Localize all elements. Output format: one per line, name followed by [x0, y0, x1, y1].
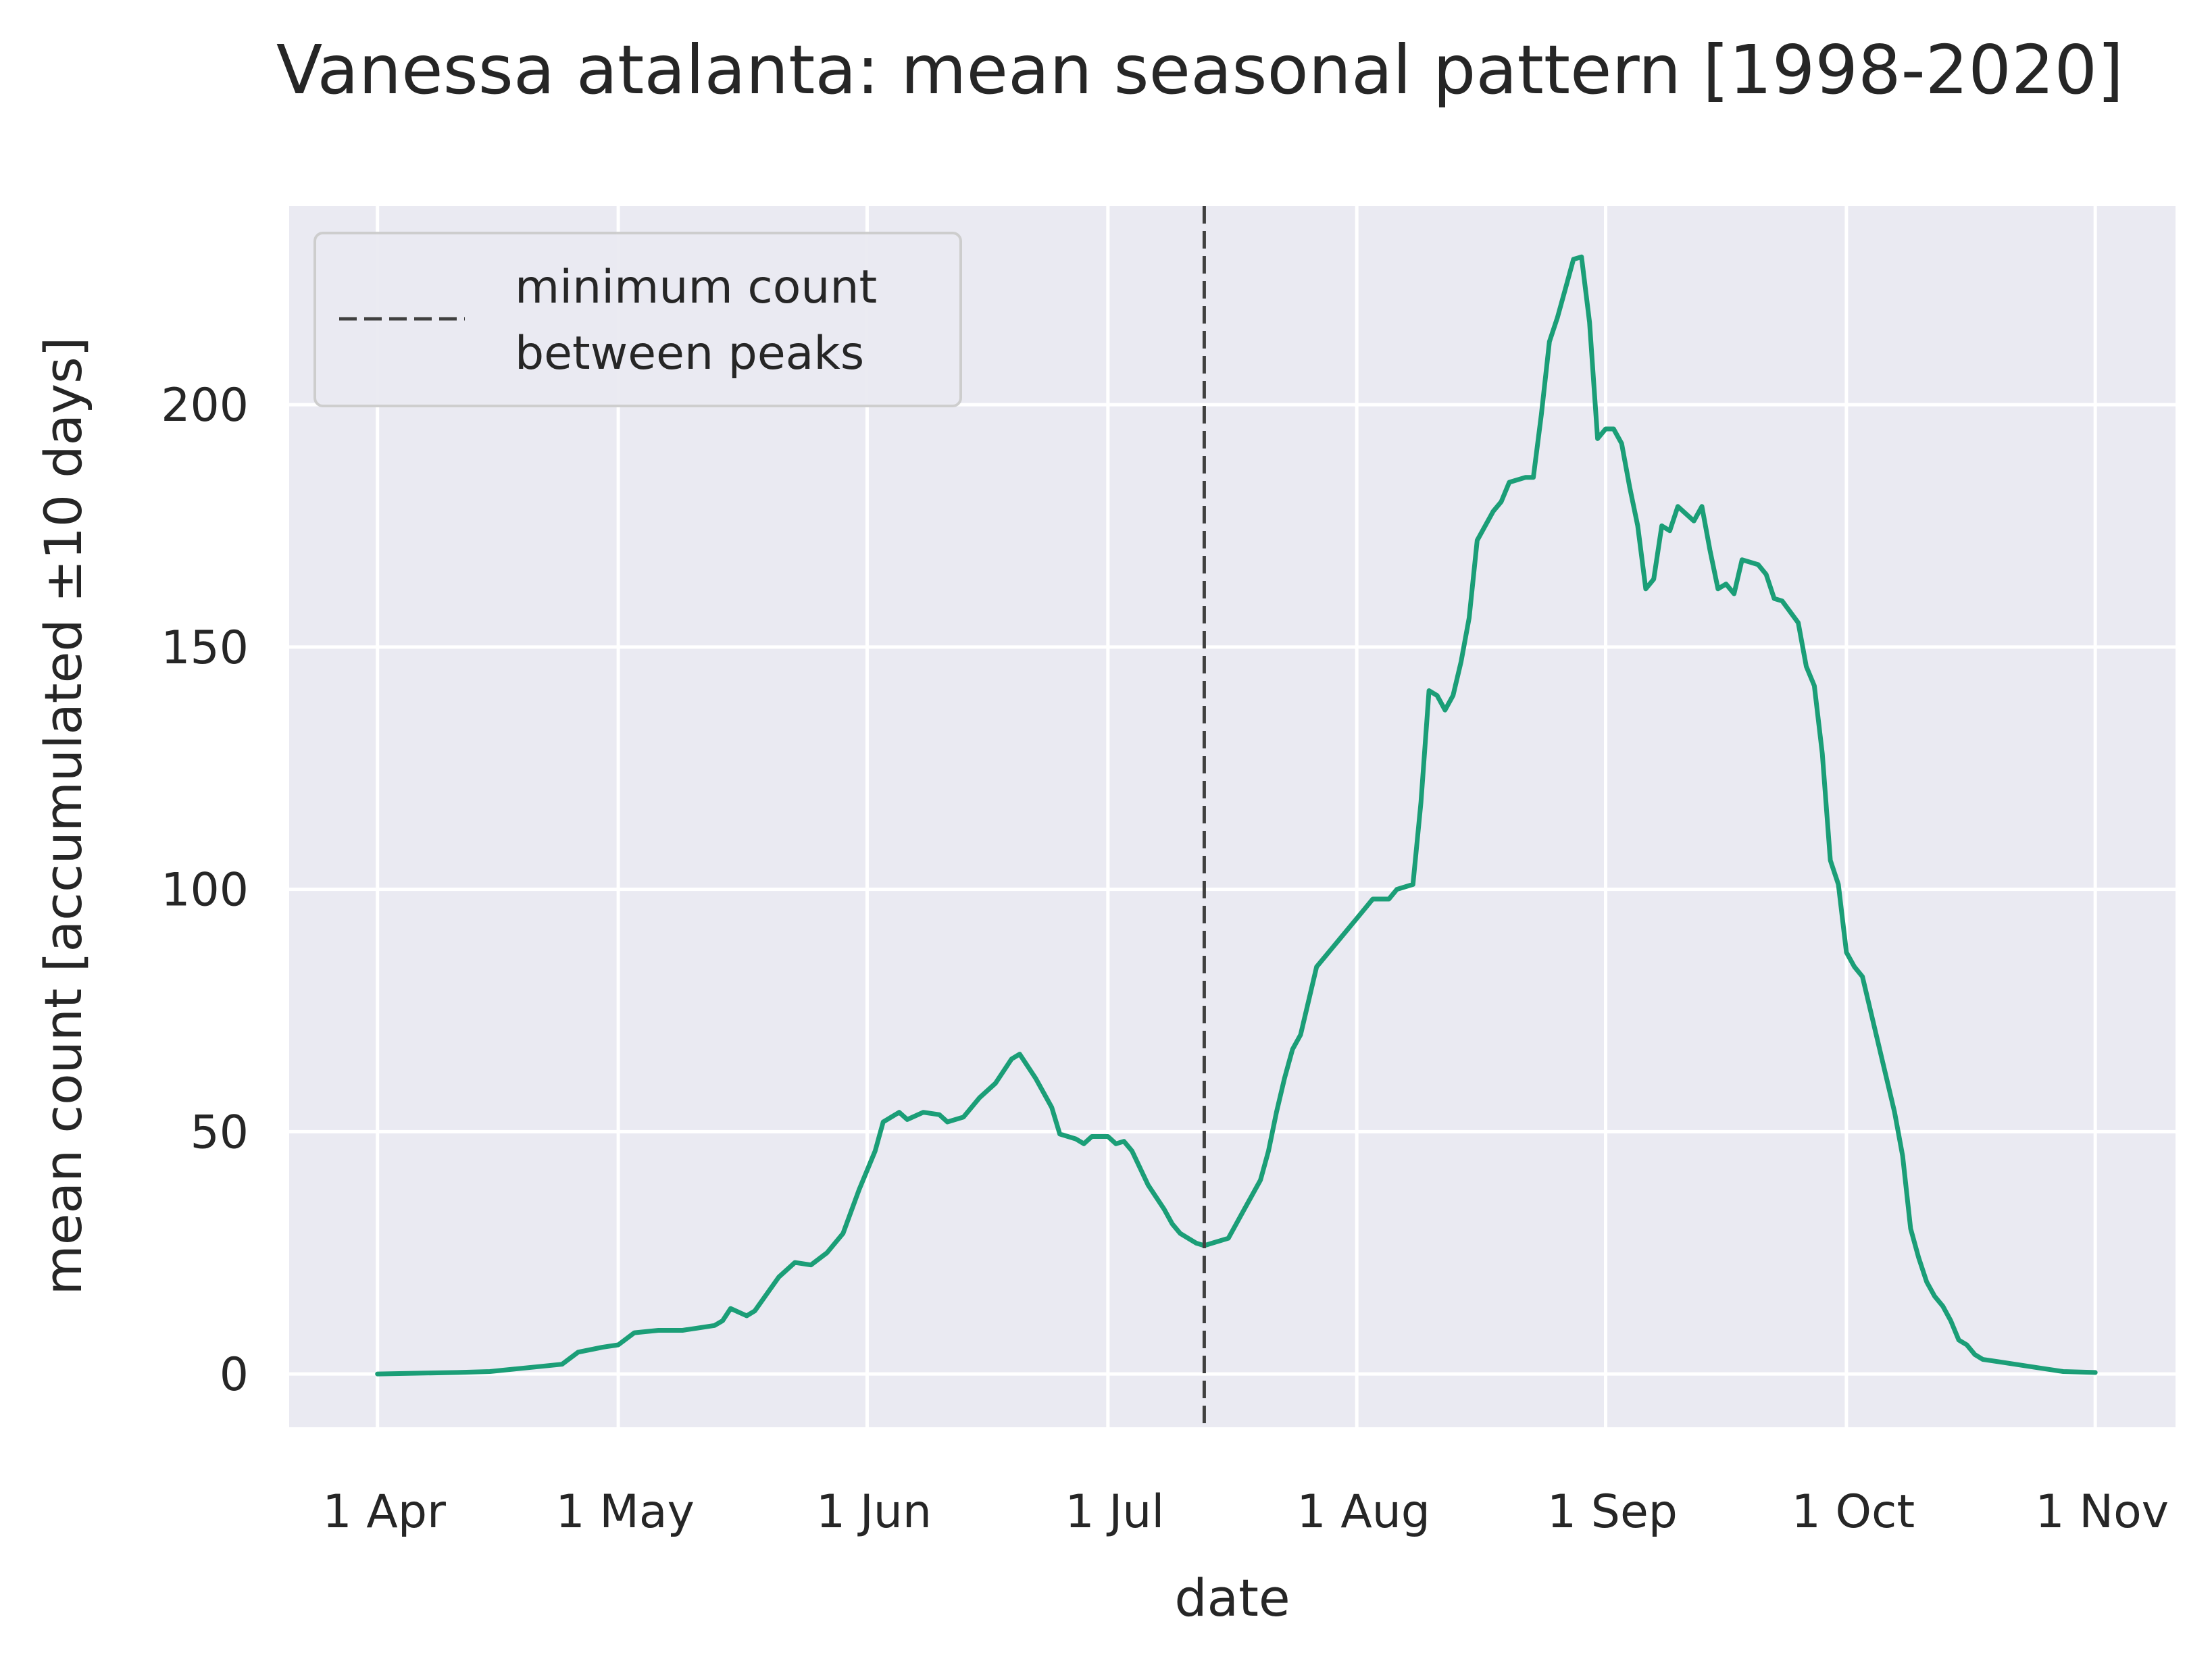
chart-title: Vanessa atalanta: mean seasonal pattern …	[276, 30, 2123, 109]
y-tick-label: 0	[220, 1348, 249, 1402]
legend-box	[313, 232, 962, 407]
plot-area	[289, 206, 2176, 1427]
y-axis-label: mean count [accumulated ±10 days]	[33, 337, 93, 1296]
x-tick-label: 1 Jul	[1065, 1485, 1164, 1539]
x-tick-label: 1 Jun	[816, 1485, 932, 1539]
y-tick-labels: 0 50 100 150 200	[161, 379, 249, 1402]
legend-label-line2: between peaks	[515, 327, 864, 380]
series-layer	[375, 254, 2098, 1377]
legend: minimum count between peaks	[313, 232, 962, 407]
x-tick-label: 1 May	[555, 1485, 694, 1539]
y-tick-label: 150	[161, 621, 249, 675]
x-tick-labels: 1 Apr 1 May 1 Jun 1 Jul 1 Aug 1 Sep 1 Oct 1 Nov	[322, 1485, 2169, 1539]
legend-label-line1: minimum count	[515, 261, 877, 314]
x-axis-label: date	[1174, 1568, 1290, 1628]
y-tick-label: 100	[161, 864, 249, 917]
x-tick-label: 1 Sep	[1547, 1485, 1678, 1539]
x-tick-label: 1 Aug	[1297, 1485, 1430, 1539]
y-tick-label: 200	[161, 379, 249, 432]
y-tick-label: 50	[190, 1106, 249, 1159]
x-tick-label: 1 Oct	[1792, 1485, 1915, 1539]
x-tick-label: 1 Nov	[2035, 1485, 2169, 1539]
x-tick-label: 1 Apr	[322, 1485, 446, 1539]
series-line	[375, 254, 2098, 1377]
